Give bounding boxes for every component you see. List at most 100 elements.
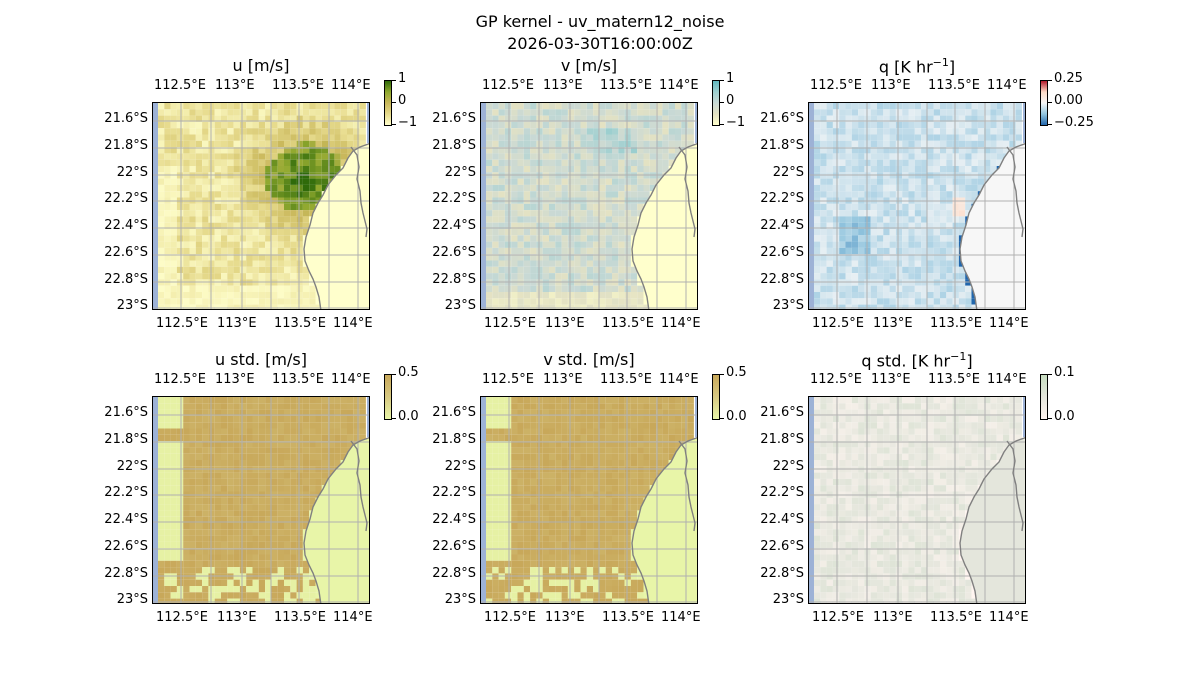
data-cell	[593, 203, 600, 211]
plot-u-std[interactable]	[152, 396, 370, 604]
data-cell	[284, 254, 291, 261]
data-cell	[271, 178, 278, 185]
data-cell	[965, 298, 972, 305]
colorbar-tick-mark	[1048, 124, 1052, 125]
data-cell	[630, 222, 638, 229]
data-cell	[1009, 115, 1016, 122]
plot-v[interactable]	[480, 102, 698, 310]
data-cell	[189, 579, 196, 586]
data-cell	[870, 103, 877, 110]
data-cell	[902, 254, 909, 261]
data-cell	[965, 159, 972, 166]
data-cell	[612, 210, 619, 217]
data-cell	[189, 121, 196, 129]
data-cell	[284, 203, 291, 211]
data-cell	[195, 222, 203, 229]
data-cell	[580, 409, 587, 416]
data-cell	[630, 159, 638, 166]
data-cell	[877, 134, 884, 141]
data-cell	[233, 121, 240, 129]
data-cell	[296, 166, 303, 173]
data-cell	[580, 403, 587, 410]
data-cell	[504, 191, 512, 198]
data-cell	[681, 428, 688, 435]
data-cell	[252, 121, 259, 129]
data-cell	[233, 478, 240, 486]
plot-q[interactable]	[808, 102, 1026, 310]
data-cell	[990, 115, 997, 122]
data-cell	[302, 409, 310, 416]
data-cell	[504, 422, 512, 429]
data-cell	[523, 285, 531, 292]
data-cell	[498, 447, 505, 454]
data-cell	[870, 247, 877, 255]
data-cell	[958, 147, 966, 154]
data-cell	[302, 441, 310, 448]
data-cell	[176, 548, 184, 555]
data-cell	[164, 128, 171, 135]
data-cell	[549, 453, 556, 460]
data-cell	[895, 241, 903, 248]
data-cell	[814, 304, 821, 309]
data-cell	[921, 292, 928, 299]
data-cell	[208, 573, 215, 580]
data-cell	[662, 109, 669, 116]
data-cell	[832, 109, 840, 116]
data-cell	[523, 159, 531, 166]
data-cell	[952, 147, 959, 154]
data-cell	[208, 235, 215, 242]
plot-v-std[interactable]	[480, 396, 698, 604]
data-cell	[227, 453, 234, 460]
panel-title-v: v [m/s]	[459, 56, 719, 75]
data-cell	[643, 472, 650, 479]
data-cell	[176, 567, 184, 574]
data-cell	[940, 222, 947, 229]
data-cell	[958, 273, 966, 280]
data-cell	[637, 159, 644, 166]
data-cell	[302, 285, 310, 292]
data-cell	[227, 184, 234, 192]
data-cell	[618, 140, 625, 148]
data-cell	[208, 567, 215, 574]
data-cell	[624, 103, 631, 110]
data-cell	[170, 216, 177, 223]
data-cell	[889, 247, 896, 255]
data-cell	[574, 304, 581, 309]
x-tick-bottom-label: 112.5°E	[156, 610, 208, 625]
data-cell	[675, 409, 682, 416]
data-cell	[574, 109, 581, 116]
data-cell	[265, 115, 272, 122]
data-cell	[687, 121, 694, 129]
data-cell	[662, 159, 669, 166]
data-cell	[208, 535, 215, 542]
data-cell	[675, 422, 682, 429]
data-cell	[498, 453, 505, 460]
data-cell	[214, 260, 221, 267]
data-cell	[549, 103, 556, 110]
data-cell	[536, 229, 543, 236]
data-cell	[271, 586, 278, 593]
data-cell	[277, 510, 284, 517]
data-cell	[555, 103, 562, 110]
data-cell	[593, 147, 600, 154]
plot-u[interactable]	[152, 102, 370, 310]
data-cell	[492, 153, 499, 160]
data-cell	[933, 241, 940, 248]
data-cell	[227, 109, 234, 116]
data-cell	[258, 422, 266, 429]
data-cell	[195, 397, 203, 404]
data-cell	[511, 434, 518, 442]
data-cell	[195, 434, 203, 442]
data-cell	[290, 279, 297, 286]
data-cell	[624, 453, 631, 460]
data-cell	[662, 403, 669, 410]
data-cell	[221, 285, 228, 292]
data-cell	[914, 241, 922, 248]
data-cell	[586, 184, 594, 192]
data-cell	[864, 103, 871, 110]
data-cell	[580, 441, 587, 448]
data-cell	[668, 153, 675, 160]
data-cell	[883, 292, 890, 299]
data-cell	[221, 166, 228, 173]
data-cell	[946, 103, 953, 110]
